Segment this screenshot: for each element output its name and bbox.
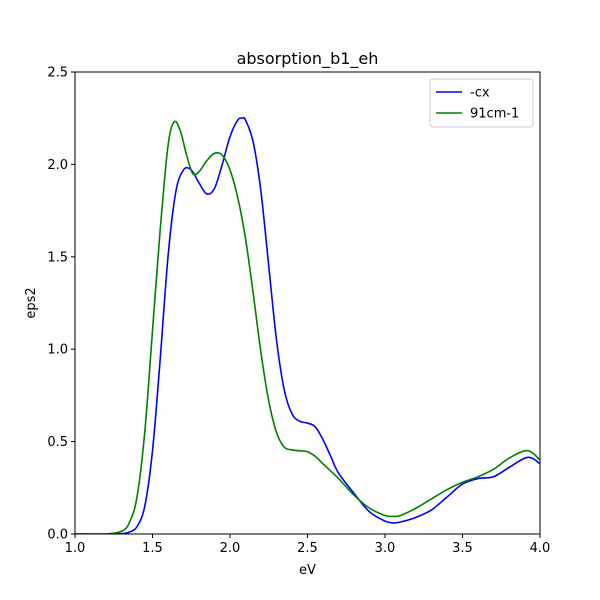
series-line-2 [75, 120, 540, 534]
series-layer [75, 116, 540, 534]
y-tick-label: 0.5 [47, 435, 68, 450]
x-axis-label: eV [299, 563, 316, 578]
legend-box [429, 78, 534, 128]
chart-title: absorption_b1_eh [237, 49, 379, 69]
y-tick-label: 1.5 [47, 250, 68, 265]
x-tick-label: 1.0 [65, 541, 86, 556]
x-tick-label: 3.5 [452, 541, 473, 556]
x-tick-label: 3.0 [375, 541, 396, 556]
y-tick-label: 1.0 [47, 343, 68, 358]
x-tick-label: 1.5 [142, 541, 163, 556]
series-line-1 [75, 116, 540, 534]
x-tick-label: 4.0 [530, 541, 551, 556]
legend-entry-label: 91cm-1 [470, 107, 519, 122]
legend-entry-label: -cx [470, 86, 490, 101]
x-tick-label: 2.0 [220, 541, 241, 556]
x-tick-label: 2.5 [297, 541, 318, 556]
y-axis-label: eps2 [24, 287, 39, 318]
y-tick-label: 2.5 [47, 66, 68, 81]
x-axis: 1.0 1.5 2.0 2.5 3.0 3.5 4.0 [65, 534, 551, 556]
y-tick-label: 2.0 [47, 158, 68, 173]
y-tick-label: 0.0 [47, 528, 68, 543]
y-axis: 0.0 0.5 1.0 1.5 2.0 2.5 [47, 66, 75, 543]
legend: -cx 91cm-1 [429, 78, 534, 128]
